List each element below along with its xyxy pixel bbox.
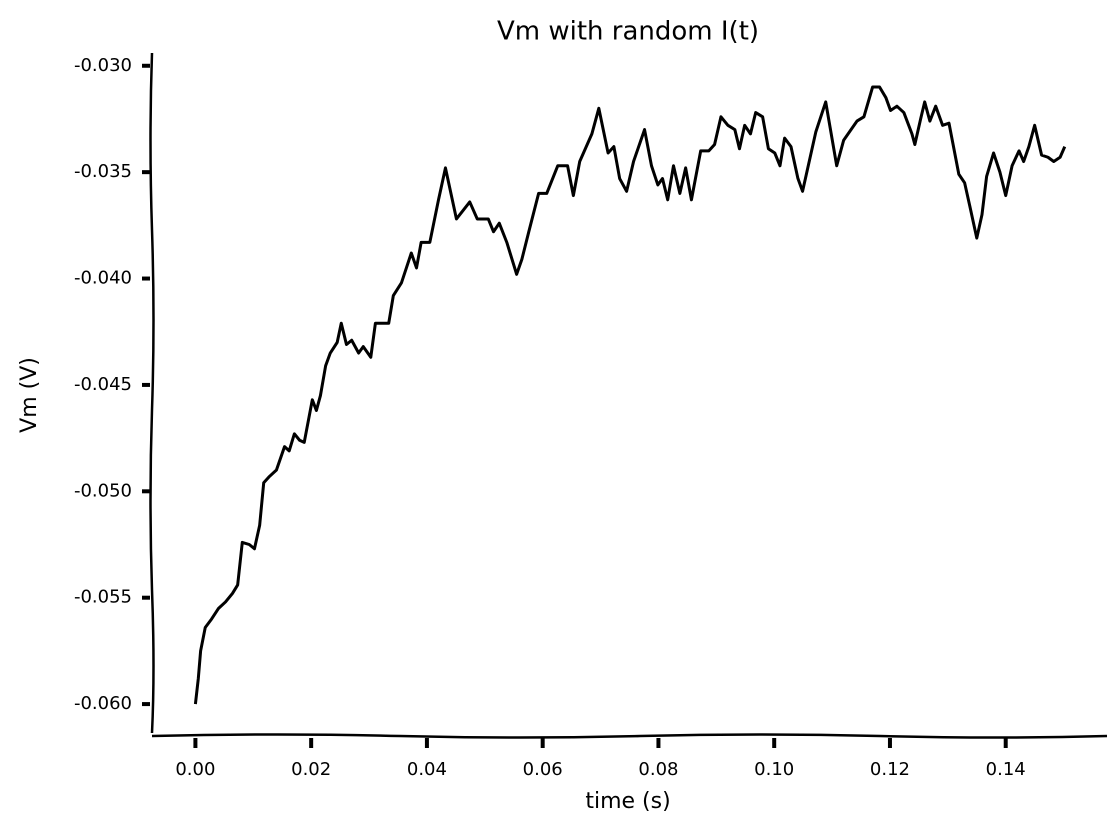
y-tick-label: -0.040: [74, 268, 132, 289]
x-tick-label: 0.06: [523, 759, 563, 780]
y-axis-line: [149, 52, 155, 734]
y-tick-label: -0.050: [74, 480, 132, 501]
y-tick-label: -0.030: [74, 55, 132, 76]
x-tick-label: 0.12: [870, 759, 910, 780]
x-tick-label: 0.14: [986, 759, 1026, 780]
data-line: [193, 85, 1067, 705]
x-axis-label: time (s): [585, 789, 670, 814]
x-tick-label: 0.04: [407, 759, 447, 780]
y-tick-label: -0.035: [74, 161, 132, 182]
y-tick-label: -0.045: [74, 374, 132, 395]
x-tick-label: 0.00: [175, 759, 215, 780]
y-axis-label: Vm (V): [17, 357, 42, 433]
x-tick-label: 0.08: [638, 759, 678, 780]
y-tick-label: -0.060: [74, 693, 132, 714]
x-tick-label: 0.02: [291, 759, 331, 780]
x-tick-label: 0.10: [754, 759, 794, 780]
chart-title: Vm with random I(t): [497, 17, 759, 47]
y-tick-label: -0.055: [74, 587, 132, 608]
x-axis-line: [151, 733, 1108, 739]
